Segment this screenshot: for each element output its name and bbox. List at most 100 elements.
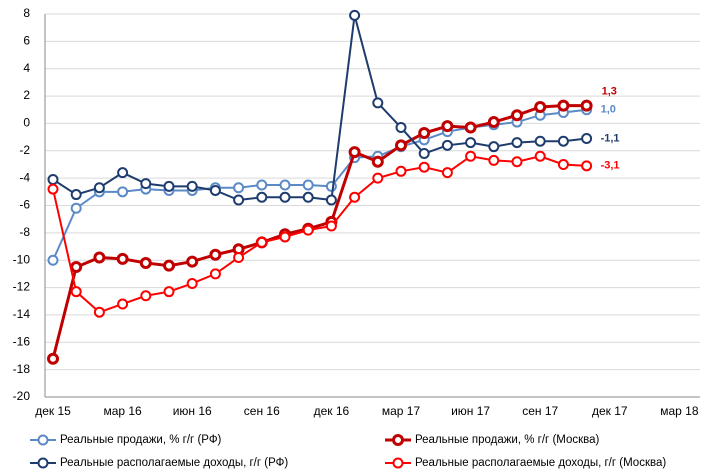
data-point	[371, 155, 384, 168]
data-point	[349, 9, 361, 21]
data-point	[441, 120, 454, 133]
data-point	[47, 174, 59, 186]
series-line	[52, 155, 587, 314]
data-point	[487, 116, 500, 129]
data-point	[511, 156, 523, 168]
y-tick-label: 4	[23, 61, 30, 75]
data-point	[163, 259, 175, 272]
data-point	[233, 194, 245, 206]
data-point	[488, 141, 500, 153]
legend-marker	[37, 434, 49, 446]
data-point	[441, 167, 453, 179]
x-tick-label: мар 17	[382, 404, 421, 418]
data-point	[325, 180, 337, 192]
data-point	[47, 183, 59, 195]
series-line	[52, 108, 587, 261]
data-point	[186, 255, 199, 268]
data-label: 1,0	[601, 104, 616, 116]
data-point	[465, 150, 477, 162]
legend-label: Реальные продажи, % г/г (РФ)	[60, 434, 222, 446]
data-point	[395, 165, 407, 177]
data-label: -1,1	[601, 132, 620, 144]
data-point	[93, 182, 105, 194]
data-point	[302, 179, 314, 191]
data-point	[93, 251, 106, 264]
data-point	[209, 248, 222, 261]
data-point	[581, 132, 593, 144]
data-point	[256, 236, 268, 248]
legend-label: Реальные располагаемые доходы, г/г (РФ)	[60, 457, 288, 469]
data-point	[256, 191, 268, 203]
data-point	[70, 202, 82, 214]
data-point	[139, 256, 152, 269]
data-point	[256, 179, 268, 191]
y-tick-label: 6	[23, 34, 30, 48]
data-point	[511, 137, 523, 149]
y-tick-label: -8	[19, 225, 30, 239]
data-point	[418, 127, 431, 140]
x-tick-label: дек 16	[314, 404, 350, 418]
data-point	[372, 172, 384, 184]
legend-label: Реальные располагаемые доходы, г/г (Моск…	[415, 457, 666, 469]
data-point	[140, 178, 152, 190]
data-point	[395, 139, 407, 152]
legend-label: Реальные продажи, % г/г (Москва)	[415, 434, 600, 446]
data-point	[348, 146, 361, 159]
data-point	[534, 101, 547, 114]
data-point	[47, 254, 59, 266]
legend-marker	[392, 434, 404, 446]
y-tick-label: -18	[13, 362, 31, 376]
x-tick-label: сен 16	[244, 404, 280, 418]
data-point	[117, 167, 129, 179]
data-point	[233, 182, 245, 194]
data-point	[372, 97, 384, 109]
data-point	[186, 277, 198, 289]
x-tick-label: дек 15	[35, 404, 71, 418]
y-tick-label: -16	[13, 334, 31, 348]
data-point	[209, 184, 221, 196]
data-point	[418, 148, 430, 160]
data-point	[47, 352, 59, 365]
y-tick-label: -2	[19, 143, 30, 157]
data-point	[557, 135, 569, 147]
data-point	[557, 158, 569, 170]
data-label: -3,1	[601, 160, 620, 172]
x-tick-label: дек 17	[592, 404, 628, 418]
y-tick-label: -6	[19, 198, 30, 212]
data-point	[488, 154, 500, 166]
y-tick-label: -10	[13, 252, 31, 266]
data-point	[70, 189, 82, 201]
data-point	[464, 121, 477, 134]
data-point	[557, 99, 570, 112]
data-point	[441, 139, 453, 151]
legend-marker	[37, 457, 49, 469]
data-point	[580, 99, 593, 112]
data-point	[163, 180, 175, 192]
data-point	[209, 268, 221, 280]
data-point	[70, 286, 82, 298]
data-point	[534, 135, 546, 147]
y-tick-label: -14	[13, 307, 31, 321]
x-tick-label: июн 16	[173, 404, 212, 418]
y-tick-label: 2	[23, 88, 30, 102]
data-point	[534, 150, 546, 162]
data-point	[511, 109, 523, 122]
data-point	[302, 191, 314, 203]
data-point	[325, 194, 337, 206]
data-point	[349, 191, 361, 203]
data-point	[70, 261, 83, 274]
x-tick-label: мар 16	[103, 404, 142, 418]
data-point	[233, 251, 245, 263]
data-point	[117, 298, 129, 310]
data-point	[465, 137, 477, 149]
data-point	[93, 306, 105, 318]
series-line	[52, 15, 587, 202]
data-point	[116, 252, 129, 265]
y-tick-label: 0	[23, 116, 30, 130]
data-point	[279, 231, 291, 243]
y-tick-label: -20	[13, 389, 31, 403]
data-point	[140, 290, 152, 302]
y-tick-label: 8	[23, 6, 30, 20]
data-point	[186, 180, 198, 192]
